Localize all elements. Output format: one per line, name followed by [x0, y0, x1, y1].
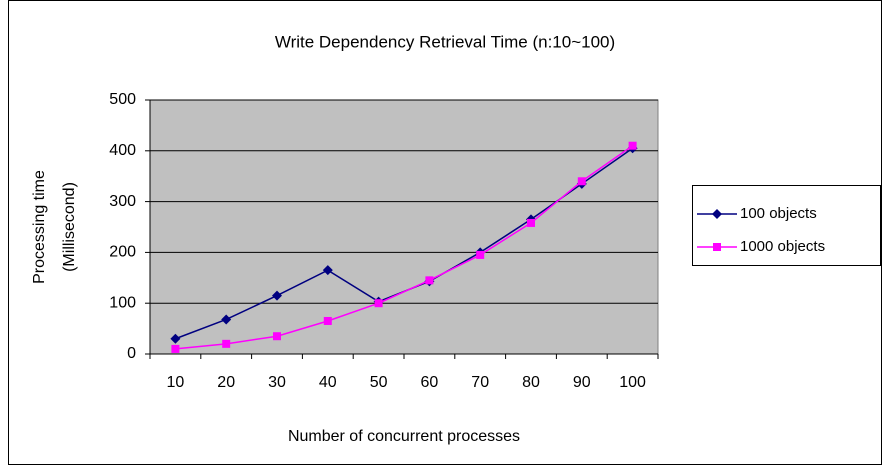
- marker: [577, 177, 586, 186]
- y-axis-label: (Millisecond): [61, 182, 78, 272]
- x-tick-label: 10: [167, 374, 185, 391]
- marker: [425, 276, 434, 285]
- x-tick-label: 30: [268, 374, 286, 391]
- series-line: [175, 145, 634, 350]
- legend: 100 objects 1000 objects: [692, 185, 881, 266]
- y-tick-label: 0: [127, 345, 136, 362]
- marker: [712, 209, 722, 219]
- legend-label: 100 objects: [740, 205, 817, 222]
- marker: [273, 332, 281, 341]
- x-tick-label: 70: [471, 374, 489, 391]
- x-tick-label: 40: [319, 374, 337, 391]
- x-tick-label: 20: [217, 374, 235, 391]
- marker: [374, 299, 383, 308]
- marker: [476, 250, 485, 259]
- marker: [272, 290, 282, 301]
- marker: [171, 344, 180, 353]
- x-axis-label: Number of concurrent processes: [288, 428, 520, 445]
- legend-label: 1000 objects: [740, 238, 825, 255]
- marker: [170, 333, 181, 344]
- legend-box: [692, 185, 881, 266]
- x-tick-label: 60: [421, 374, 439, 391]
- x-tick-label: 100: [619, 374, 646, 391]
- y-tick-label: 200: [109, 244, 136, 261]
- x-tick-label: 50: [370, 374, 388, 391]
- marker: [222, 339, 231, 348]
- marker: [221, 314, 232, 325]
- marker: [713, 243, 721, 251]
- y-tick-label: 500: [109, 91, 136, 108]
- marker: [322, 265, 333, 276]
- marker: [628, 141, 637, 150]
- x-tick-label: 90: [573, 374, 591, 391]
- plot-area: [149, 99, 659, 355]
- y-tick-label: 400: [109, 142, 136, 159]
- marker: [527, 218, 535, 227]
- y-axis-label: Processing time: [31, 170, 48, 284]
- x-tick-label: 80: [522, 374, 540, 391]
- marker: [323, 316, 332, 325]
- y-tick-label: 100: [109, 294, 136, 311]
- y-tick-label: 300: [109, 193, 136, 210]
- chart-title: Write Dependency Retrieval Time (n:10~10…: [275, 32, 615, 51]
